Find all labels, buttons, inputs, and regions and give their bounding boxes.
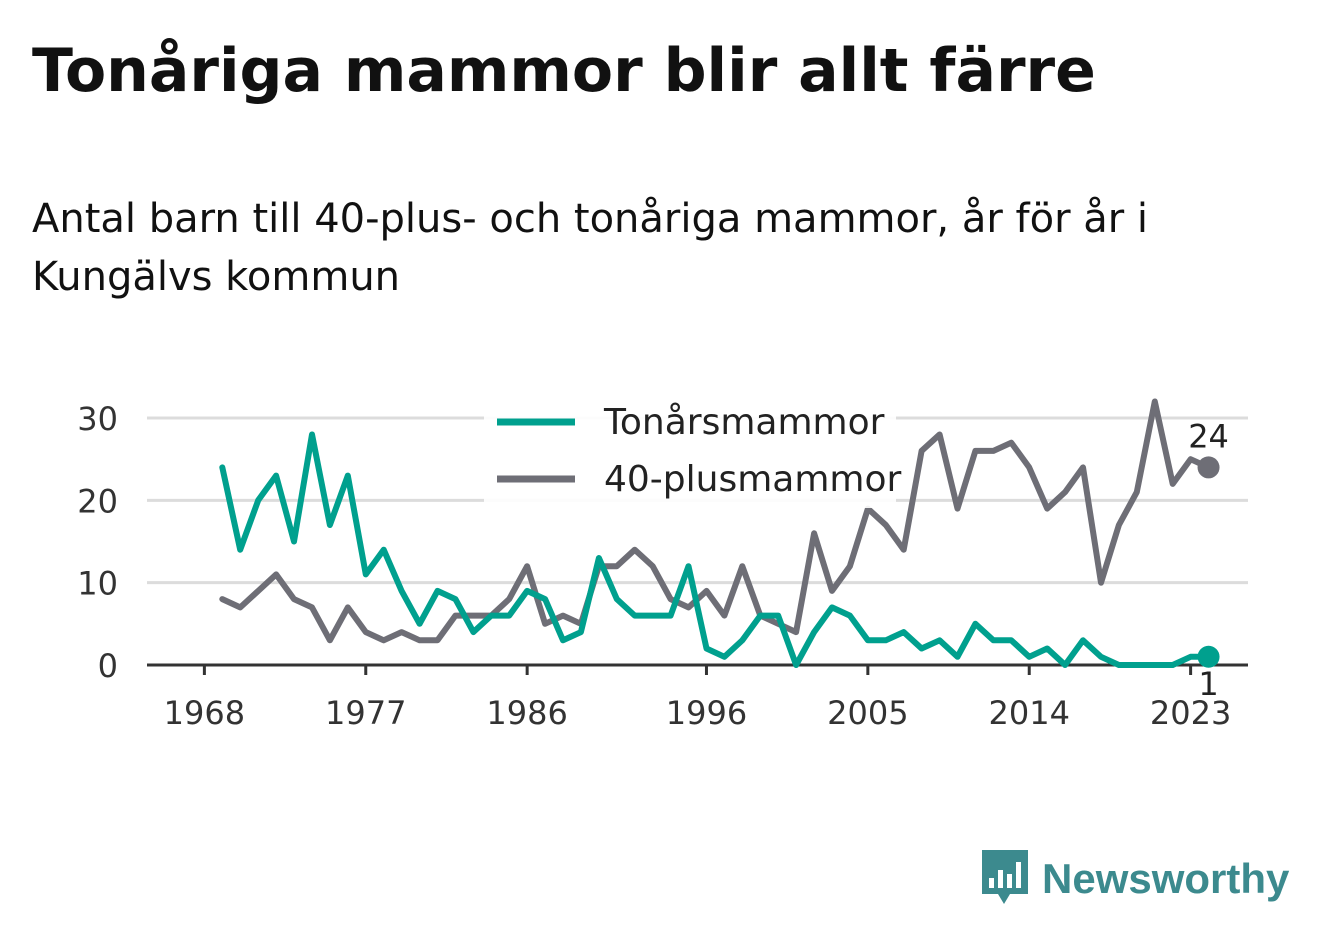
- x-tick-label: 2014: [989, 694, 1070, 732]
- bar-chart-speech-bubble-icon: [980, 848, 1030, 910]
- x-tick-label: 2023: [1150, 694, 1231, 732]
- end-point-marker: [1197, 456, 1220, 479]
- series-line-40-plusmammor: [219, 398, 1212, 644]
- x-tick-label: 1986: [486, 694, 567, 732]
- y-tick-label: 30: [77, 400, 118, 438]
- end-value-label: 1: [1198, 665, 1218, 703]
- brand-name: Newsworthy: [1042, 855, 1290, 902]
- y-tick-label: 0: [98, 647, 118, 685]
- end-point-marker: [1197, 645, 1220, 668]
- legend-label: Tonårsmammor: [603, 402, 885, 443]
- x-tick-label: 1996: [666, 694, 747, 732]
- series-line-tonarsmammor: [219, 431, 1212, 668]
- legend-label: 40-plusmammor: [604, 459, 902, 500]
- brand-logo: Newsworthy: [980, 848, 1289, 910]
- x-tick-label: 1977: [325, 694, 406, 732]
- y-tick-label: 10: [77, 565, 118, 603]
- x-tick-label: 1968: [164, 694, 245, 732]
- y-tick-label: 20: [77, 482, 118, 520]
- end-value-label: 24: [1188, 417, 1229, 455]
- page-subtitle: Antal barn till 40-plus- och tonåriga ma…: [32, 196, 1149, 300]
- x-tick-label: 2005: [827, 694, 908, 732]
- page-title: Tonåriga mammor blir allt färre: [32, 36, 1096, 106]
- legend-background: [484, 396, 896, 508]
